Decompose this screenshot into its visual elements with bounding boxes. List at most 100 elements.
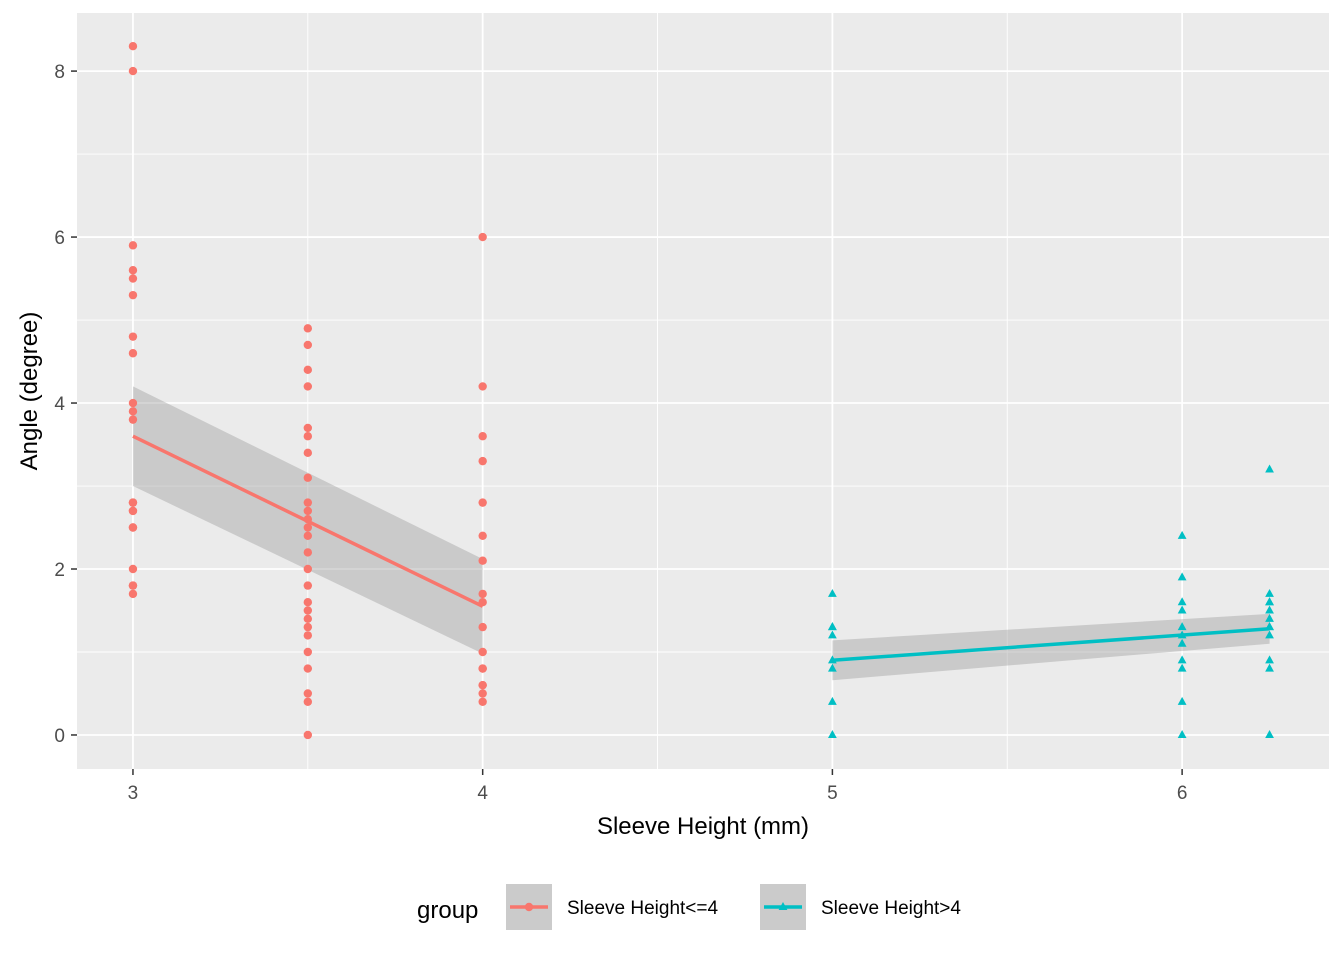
data-point-circle — [303, 531, 313, 541]
data-point-circle — [303, 432, 313, 441]
data-point-triangle — [1265, 613, 1274, 622]
fit-lines — [132, 434, 1270, 663]
data-point-triangle — [1177, 597, 1187, 606]
data-point-triangle — [1265, 597, 1274, 606]
data-point-circle — [128, 41, 138, 51]
data-point-triangle — [828, 630, 837, 639]
data-point-circle — [303, 506, 313, 516]
data-point-circle — [303, 382, 313, 391]
data-point-circle — [303, 631, 313, 640]
data-point-circle — [128, 266, 138, 275]
data-point-circle — [128, 332, 138, 341]
data-point-triangle — [1177, 572, 1187, 581]
x-tick-label: 6 — [1177, 783, 1188, 804]
data-point-circle — [303, 606, 313, 615]
data-point-circle — [303, 614, 313, 623]
x-tick-label: 5 — [827, 783, 838, 804]
x-axis-ticks: 3 4 5 6 — [128, 769, 1188, 804]
data-point-triangle — [1265, 588, 1274, 597]
data-point-circle — [128, 398, 138, 408]
data-point-circle — [303, 597, 313, 607]
data-point-circle — [303, 473, 313, 482]
y-tick-label: 8 — [54, 62, 65, 83]
data-point-circle — [128, 290, 138, 300]
data-point-circle — [303, 697, 313, 706]
data-point-circle — [303, 647, 313, 657]
data-point-triangle — [1177, 638, 1187, 647]
data-point-circle — [478, 498, 487, 507]
major-gridlines — [77, 13, 1329, 769]
y-axis-ticks: 0 2 4 6 8 — [54, 62, 77, 747]
y-axis-title: Angle (degree) — [16, 312, 43, 471]
data-point-circle — [478, 589, 487, 599]
data-point-triangle — [1265, 605, 1274, 614]
data-point-circle — [478, 664, 487, 673]
data-point-circle — [128, 581, 138, 590]
data-point-triangle — [778, 902, 788, 911]
data-point-circle — [478, 556, 487, 565]
legend-title: group — [417, 897, 478, 924]
data-point-triangle — [1265, 655, 1274, 664]
y-tick-label: 4 — [54, 394, 65, 415]
data-point-circle — [128, 241, 138, 250]
data-point-triangle — [828, 696, 837, 705]
data-point-circle — [303, 448, 313, 458]
data-point-circle — [128, 564, 138, 574]
data-point-circle — [303, 581, 313, 590]
legend-item: Sleeve Height<=4 — [506, 884, 718, 930]
data-point-triangle — [1177, 622, 1187, 631]
y-tick-label: 6 — [54, 228, 65, 249]
data-point-circle — [303, 664, 313, 673]
data-point-circle — [128, 415, 138, 424]
data-point-circle — [128, 523, 138, 532]
legend: group Sleeve Height<=4 Sleeve Height>4 — [417, 884, 961, 930]
data-point-circle — [303, 324, 313, 333]
data-point-circle — [303, 730, 313, 740]
data-point-circle — [128, 407, 138, 416]
data-point-triangle — [1177, 663, 1187, 672]
data-point-circle — [478, 232, 487, 242]
data-point-triangle — [828, 588, 837, 597]
data-point-circle — [303, 498, 313, 507]
data-point-circle — [128, 66, 138, 76]
plot-panel — [77, 13, 1329, 769]
legend-label: Sleeve Height>4 — [821, 898, 961, 919]
fit-line — [832, 627, 1270, 663]
data-point-triangle — [1177, 730, 1187, 739]
data-point-circle — [303, 523, 313, 532]
data-point-triangle — [1265, 730, 1274, 739]
data-point-circle — [128, 498, 138, 507]
data-point-circle — [478, 456, 487, 466]
data-point-circle — [128, 506, 138, 516]
data-point-circle — [478, 531, 487, 541]
data-point-circle — [478, 680, 487, 690]
data-point-circle — [303, 340, 313, 350]
data-point-circle — [303, 564, 313, 574]
data-point-circle — [478, 647, 487, 657]
legend-item: Sleeve Height>4 — [760, 884, 961, 930]
data-point-circle — [478, 382, 487, 391]
data-point-circle — [303, 548, 313, 557]
data-point-circle — [303, 622, 313, 632]
x-tick-label: 3 — [128, 783, 139, 804]
data-point-circle — [478, 622, 487, 632]
data-point-triangle — [1265, 663, 1274, 672]
confidence-ribbon — [832, 613, 1270, 681]
x-tick-label: 4 — [477, 783, 488, 804]
data-point-triangle — [1265, 630, 1274, 639]
data-point-circle — [128, 349, 138, 358]
minor-gridlines — [77, 13, 1329, 769]
data-point-circle — [303, 689, 313, 698]
data-point-circle — [478, 432, 487, 441]
data-point-circle — [478, 689, 487, 698]
data-point-circle — [524, 902, 534, 912]
data-point-circle — [128, 589, 138, 599]
y-tick-label: 2 — [54, 560, 65, 581]
data-point-triangle — [1177, 605, 1187, 614]
data-point-triangle — [828, 730, 837, 739]
y-tick-label: 0 — [54, 726, 65, 747]
data-point-circle — [478, 697, 487, 706]
data-point-triangle — [1177, 530, 1187, 539]
data-point-circle — [128, 274, 138, 283]
